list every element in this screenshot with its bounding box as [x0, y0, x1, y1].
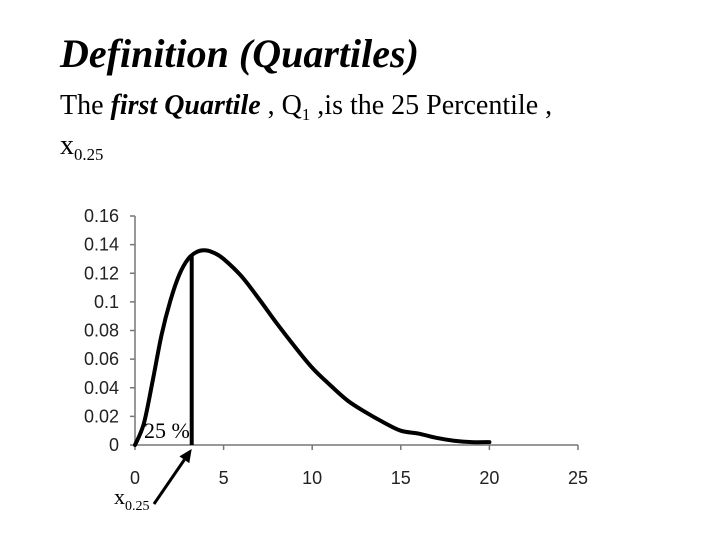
slide-title: Definition (Quartiles): [60, 31, 419, 76]
area-percent-label: 25 %: [144, 418, 190, 443]
desc-x: x: [60, 130, 74, 161]
desc-x-subscript: 0.25: [74, 144, 104, 164]
chart-axes: [130, 215, 579, 450]
x-tick-label: 10: [302, 468, 322, 488]
y-tick-label: 0.16: [84, 206, 119, 226]
arrow-head: [179, 449, 192, 464]
y-tick-label: 0.02: [84, 406, 119, 426]
x-tick-label: 5: [219, 468, 229, 488]
y-tick-label: 0: [109, 435, 119, 455]
quartile-arrow: [152, 458, 186, 505]
marker-x: x: [114, 484, 125, 509]
y-tick-labels: 0 0.02 0.04 0.06 0.08 0.1 0.12 0.14 0.16: [84, 206, 119, 455]
x-tick-label: 0: [130, 468, 140, 488]
y-tick-label: 0.04: [84, 378, 119, 398]
x-tick-labels: 0 5 10 15 20 25: [130, 468, 588, 488]
desc-percentile: ,is the 25 Percentile ,: [310, 90, 553, 121]
y-tick-label: 0.14: [84, 235, 119, 255]
x-tick-label: 25: [568, 468, 588, 488]
desc-emphasis: first Quartile: [110, 90, 261, 121]
y-tick-label: 0.12: [84, 263, 119, 283]
y-tick-label: 0.1: [94, 292, 119, 312]
quartile-marker-label: x0.25: [114, 484, 150, 514]
y-tick-label: 0.06: [84, 349, 119, 369]
desc-q: , Q: [260, 90, 302, 121]
x-tick-label: 20: [479, 468, 499, 488]
definition-text: The first Quartile , Q1 ,is the 25 Perce…: [60, 86, 700, 166]
desc-pre: The: [60, 90, 111, 121]
x-tick-label: 15: [391, 468, 411, 488]
marker-subscript: 0.25: [125, 499, 150, 514]
desc-q-subscript: 1: [301, 104, 311, 124]
density-curve: [133, 248, 492, 447]
y-tick-label: 0.08: [84, 321, 119, 341]
